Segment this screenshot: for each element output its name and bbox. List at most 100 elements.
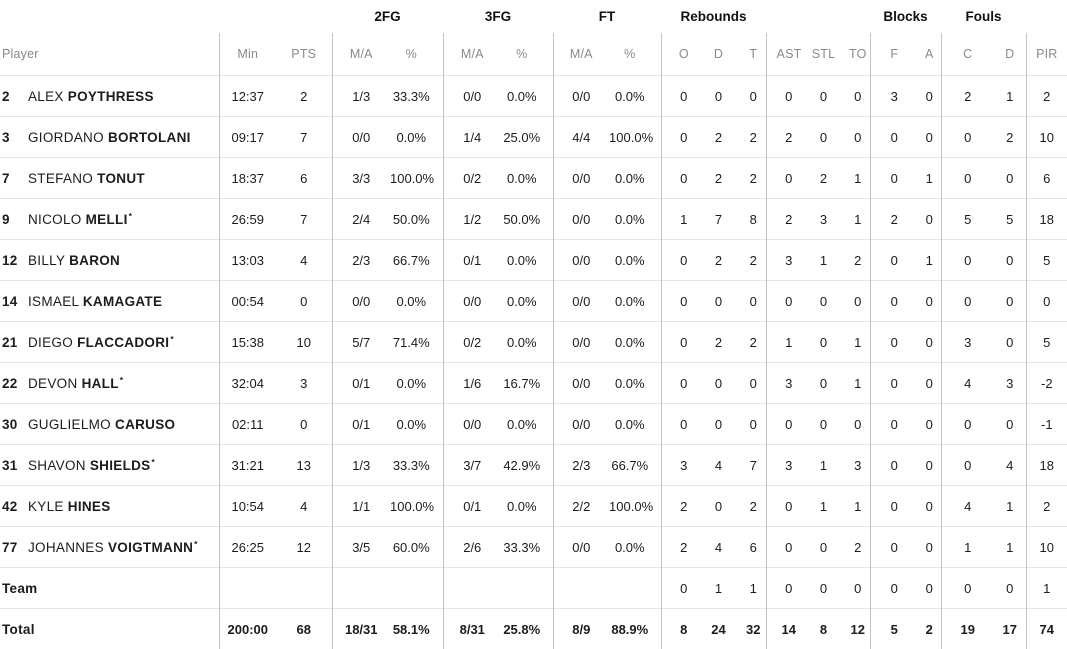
stat-foul-c: 0 bbox=[941, 240, 984, 281]
stat-blk-a: 0 bbox=[906, 76, 941, 117]
stat-fg3-pct: 25.0% bbox=[501, 117, 553, 158]
stat-fg3-pct: 33.3% bbox=[501, 527, 553, 568]
stat-foul-c: 5 bbox=[941, 199, 984, 240]
stat-fg2-pct: 0.0% bbox=[390, 117, 443, 158]
stat-fg2-pct: 100.0% bbox=[390, 158, 443, 199]
stat-stl: 0 bbox=[801, 322, 836, 363]
stat-reb-o: 0 bbox=[661, 568, 696, 609]
stat-fg2-ma: 0/0 bbox=[332, 281, 390, 322]
stat-blk-f: 0 bbox=[870, 363, 906, 404]
col-header-stl: STL bbox=[801, 33, 836, 76]
stat-ft-pct: 100.0% bbox=[609, 486, 661, 527]
stat-ft-ma: 2/2 bbox=[553, 486, 609, 527]
stat-ft-pct: 0.0% bbox=[609, 76, 661, 117]
stat-to: 0 bbox=[836, 76, 870, 117]
stat-reb-t: 2 bbox=[731, 486, 766, 527]
stat-reb-o: 0 bbox=[661, 281, 696, 322]
stat-fg2-ma: 2/3 bbox=[332, 240, 390, 281]
group-header-blocks: Blocks bbox=[870, 0, 941, 33]
col-header-3fg-ma: M/A bbox=[443, 33, 501, 76]
stat-reb-t: 0 bbox=[731, 404, 766, 445]
stat-foul-c: 2 bbox=[941, 76, 984, 117]
stat-min: 09:17 bbox=[219, 117, 276, 158]
col-header-ft-pct: % bbox=[609, 33, 661, 76]
stat-fg3-pct: 25.8% bbox=[501, 609, 553, 649]
stat-pts: 7 bbox=[276, 117, 332, 158]
stat-pts: 4 bbox=[276, 240, 332, 281]
stat-reb-o: 0 bbox=[661, 404, 696, 445]
stat-to: 1 bbox=[836, 199, 870, 240]
stat-reb-o: 2 bbox=[661, 486, 696, 527]
stat-fg3-ma: 0/1 bbox=[443, 486, 501, 527]
stat-to: 0 bbox=[836, 281, 870, 322]
col-header-2fg-pct: % bbox=[390, 33, 443, 76]
player-name: STEFANO TONUT bbox=[28, 171, 145, 186]
stat-fg2-ma: 0/1 bbox=[332, 363, 390, 404]
stat-ft-ma: 0/0 bbox=[553, 404, 609, 445]
stat-fg3-ma: 1/4 bbox=[443, 117, 501, 158]
stat-fg2-pct: 0.0% bbox=[390, 404, 443, 445]
player-number: 77 bbox=[0, 540, 28, 555]
col-header-reb-t: T bbox=[731, 33, 766, 76]
stat-pir: -2 bbox=[1026, 363, 1067, 404]
stat-ft-pct: 88.9% bbox=[609, 609, 661, 649]
stat-min: 26:59 bbox=[219, 199, 276, 240]
stat-fg2-pct: 0.0% bbox=[390, 363, 443, 404]
stat-ft-ma: 0/0 bbox=[553, 281, 609, 322]
col-header-ft-ma: M/A bbox=[553, 33, 609, 76]
stat-pir: 2 bbox=[1026, 76, 1067, 117]
stat-pir: -1 bbox=[1026, 404, 1067, 445]
stat-pir: 10 bbox=[1026, 117, 1067, 158]
team-row-label: Team bbox=[0, 581, 37, 596]
stat-blk-a: 0 bbox=[906, 363, 941, 404]
stat-min bbox=[219, 568, 276, 609]
player-number: 31 bbox=[0, 458, 28, 473]
col-header-blk-f: F bbox=[870, 33, 906, 76]
stat-foul-d: 5 bbox=[984, 199, 1026, 240]
stat-foul-d: 0 bbox=[984, 240, 1026, 281]
player-name: KYLE HINES bbox=[28, 499, 111, 514]
stat-ft-pct: 0.0% bbox=[609, 363, 661, 404]
stat-blk-f: 0 bbox=[870, 240, 906, 281]
stat-ast: 0 bbox=[766, 527, 801, 568]
stat-stl: 0 bbox=[801, 404, 836, 445]
stat-fg3-pct: 0.0% bbox=[501, 158, 553, 199]
stat-fg2-ma: 2/4 bbox=[332, 199, 390, 240]
player-number: 21 bbox=[0, 335, 28, 350]
stat-pir: 5 bbox=[1026, 240, 1067, 281]
col-header-ast: AST bbox=[766, 33, 801, 76]
stat-foul-d: 17 bbox=[984, 609, 1026, 649]
stat-ast: 1 bbox=[766, 322, 801, 363]
stat-ft-pct: 100.0% bbox=[609, 117, 661, 158]
stat-reb-d: 1 bbox=[696, 568, 731, 609]
stat-blk-f: 0 bbox=[870, 322, 906, 363]
stat-fg2-ma: 18/31 bbox=[332, 609, 390, 649]
col-header-foul-d: D bbox=[984, 33, 1026, 76]
stat-ft-ma: 0/0 bbox=[553, 158, 609, 199]
